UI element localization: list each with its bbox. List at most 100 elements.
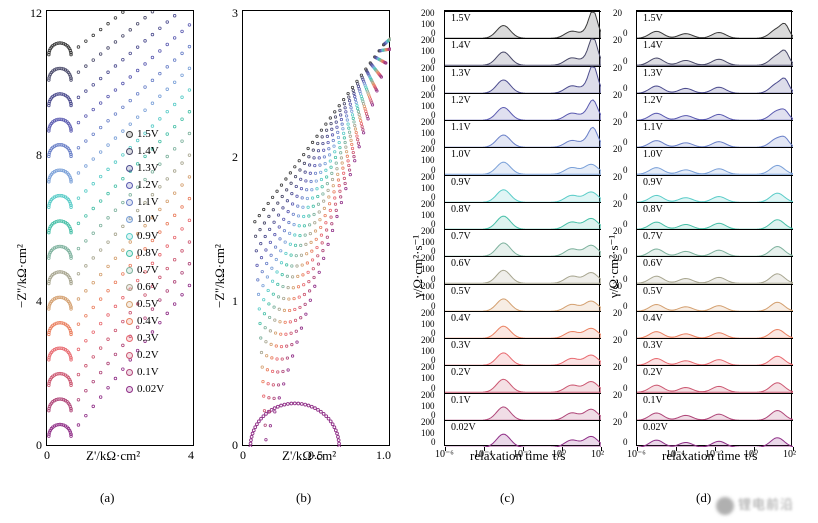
tick: 10² [783,449,796,460]
tick: 20 [613,226,622,236]
tick: 200 [421,308,435,318]
tick: 0 [232,438,238,453]
tick: 20 [613,335,622,345]
legend-label: 0.4V [137,315,159,327]
legend-label: 1.5V [137,128,159,140]
tick: 20 [613,281,622,291]
tick: 100 [421,428,435,438]
drt-curve [445,120,601,147]
caption-b: (b) [296,490,311,506]
tick: 0 [623,56,628,66]
tick: 4 [188,448,194,463]
tick: 100 [421,292,435,302]
legend-item: 0.3V [126,332,159,344]
legend-item: 0.2V [126,349,159,361]
tick: 20 [613,362,622,372]
legend-marker [126,165,133,172]
drt-curve [445,229,601,256]
legend-item: 0.6V [126,281,159,293]
tick: 0 [44,448,50,463]
tick: 8 [36,148,42,163]
tick: 200 [421,117,435,127]
drt-curve [445,420,601,447]
panel-a-svg [47,11,195,447]
drt-curve [637,311,793,338]
tick: 0 [623,137,628,147]
tick: 200 [421,144,435,154]
legend-item: 0.8V [126,247,159,259]
legend-label: 0.3V [137,332,159,344]
tick: 200 [421,390,435,400]
legend-marker [126,335,133,342]
tick: 0 [623,410,628,420]
tick: 200 [421,63,435,73]
caption-d: (d) [696,490,711,506]
drt-curve [445,175,601,202]
legend-marker [126,284,133,291]
tick: 20 [613,417,622,427]
tick-mark [637,447,638,451]
drt-curve [445,365,601,392]
tick: 0 [623,246,628,256]
tick: 100 [421,101,435,111]
legend-item: 0.9V [126,230,159,242]
tick: 20 [613,8,622,18]
panel-d-plot: 2001.5V2001.4V2001.3V2001.2V2001.1V2001.… [636,10,792,446]
legend-label: 0.02V [137,383,164,395]
drt-curve [637,11,793,38]
tick: 0 [623,219,628,229]
drt-curve [445,393,601,420]
drt-curve [445,202,601,229]
tick: 1 [232,294,238,309]
tick: 200 [421,253,435,263]
tick-mark [601,447,602,451]
panel-c-xlabel: relaxation time τ/s [470,448,565,464]
drt-curve [637,175,793,202]
tick: 200 [421,362,435,372]
tick: 20 [613,63,622,73]
legend-marker [126,131,133,138]
drt-curve [445,338,601,365]
tick: 100 [421,210,435,220]
legend-marker [126,233,133,240]
tick: 0 [623,83,628,93]
tick: 1.0 [376,448,391,463]
drt-curve [445,147,601,174]
watermark-text: 锂电前沿 [738,497,794,512]
tick: 0 [623,383,628,393]
figure-container: −Z''/kΩ·cm² 12 8 4 0 0 4 Z'/kΩ·cm² 1.5V1… [18,8,810,468]
tick-mark [445,447,446,451]
tick: 20 [613,117,622,127]
drt-curve [445,11,601,38]
tick: 200 [421,417,435,427]
tick: 0 [623,28,628,38]
tick: 0 [623,328,628,338]
legend-label: 1.1V [137,196,159,208]
panel-d: γ/Ω·cm²·s⁻¹ 2001.5V2001.4V2001.3V2001.2V… [610,8,800,468]
panel-a-xlabel: Z'/kΩ·cm² [86,448,140,464]
tick: 0 [623,192,628,202]
drt-curve [445,284,601,311]
drt-curve [445,38,601,65]
legend-label: 1.3V [137,162,159,174]
legend-item: 1.2V [126,179,159,191]
tick: 0 [36,438,42,453]
caption-a: (a) [100,490,114,506]
drt-curve [637,66,793,93]
panel-a-ylabel: −Z''/kΩ·cm² [14,244,30,308]
drt-curve [637,420,793,447]
tick: 100 [421,19,435,29]
legend-label: 0.1V [137,366,159,378]
legend-item: 0.7V [126,264,159,276]
legend-label: 0.6V [137,281,159,293]
drt-curve [637,229,793,256]
tick: 200 [421,8,435,18]
drt-curve [637,338,793,365]
panel-b-ylabel: −Z''/kΩ·cm² [212,244,228,308]
legend-marker [126,267,133,274]
tick: 100 [421,128,435,138]
legend-label: 0.7V [137,264,159,276]
tick: 20 [613,90,622,100]
tick: 3 [232,6,238,21]
panel-b-plot [242,10,390,446]
